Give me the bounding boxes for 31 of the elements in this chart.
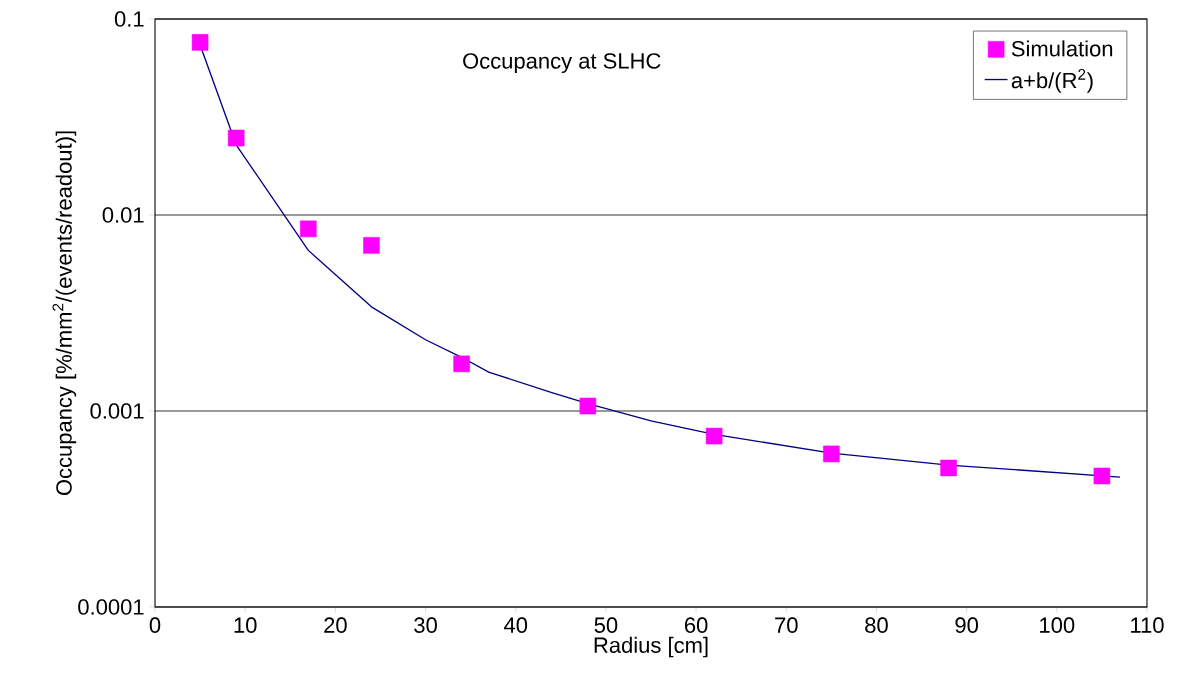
- point: [579, 397, 597, 415]
- x-tick-label: 50: [594, 617, 618, 633]
- point: [823, 445, 840, 463]
- x-axis-title: Radius [cm]: [594, 636, 708, 658]
- point: [705, 427, 723, 445]
- point: [227, 129, 245, 147]
- x-tick-label: 70: [775, 617, 798, 633]
- y-tick-label: 0.01: [102, 207, 144, 223]
- y-tick-label: 0.1: [114, 11, 144, 27]
- x-tick-label: 40: [504, 617, 528, 633]
- y-axis-title: Occupancy [%/mm$^{2}$/(events/readout)]: [52, 131, 77, 496]
- point: [363, 237, 380, 254]
- point: [300, 220, 317, 238]
- x-tick-label: 110: [1131, 617, 1164, 633]
- point: [1093, 467, 1111, 485]
- y-tick-label: 0.0001: [78, 599, 144, 615]
- x-tick-label: 10: [234, 617, 257, 633]
- point: [191, 34, 209, 51]
- point: [940, 459, 957, 477]
- x-tick-label: 60: [684, 617, 708, 633]
- point: [453, 355, 470, 373]
- x-tick-label: 20: [324, 617, 347, 633]
- text: Occupancy at SLHC: [463, 53, 661, 74]
- x-tick-label: 30: [414, 617, 437, 633]
- y-tick-label: 0.001: [90, 403, 144, 419]
- x-tick-label: 100: [1040, 617, 1075, 633]
- x-tick-label: 80: [865, 617, 888, 633]
- x-tick-label: 0: [149, 617, 161, 633]
- legend-label: a+b/(R$^{2}$): [1011, 68, 1093, 93]
- legend-label: Simulation: [1011, 40, 1113, 57]
- x-tick-label: 90: [955, 617, 979, 633]
